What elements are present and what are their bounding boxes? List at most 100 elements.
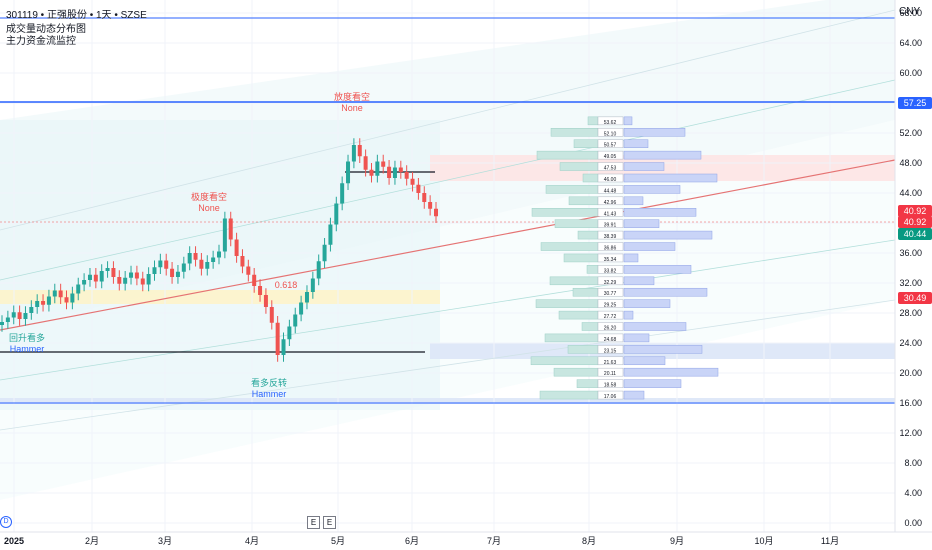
profile-bar-left [531, 208, 599, 217]
y-tick-label: 64.00 [899, 38, 922, 48]
profile-price-cell [597, 265, 624, 274]
profile-bar-left [539, 390, 599, 400]
x-tick-label: 2025 [4, 536, 24, 546]
profile-bar-right [623, 253, 639, 263]
candle-body [0, 322, 4, 325]
x-axis: 2025 2月 3月 4月 5月 6月 7月 8月 9月 10月 11月 [0, 531, 932, 546]
profile-bar-right [623, 208, 697, 217]
candle-body [87, 274, 92, 280]
candle-body [11, 312, 16, 318]
profile-bar-right [623, 230, 713, 240]
profile-bar-right [623, 162, 665, 171]
profile-price-label: 18.58 [604, 383, 617, 389]
profile-price-label: 35.34 [604, 257, 617, 263]
profile-price-label: 52.10 [604, 131, 617, 137]
candle-body [398, 167, 403, 172]
profile-price-cell [597, 208, 624, 217]
y-tick-label: 20.00 [899, 368, 922, 378]
candle-body [293, 314, 298, 327]
candle-body [322, 244, 327, 262]
candle-body [275, 322, 280, 355]
profile-bar-right [623, 299, 671, 308]
profile-price-label: 29.25 [604, 303, 617, 309]
candle-body [422, 193, 427, 202]
profile-bar-right [623, 390, 645, 400]
candle-body [5, 317, 10, 322]
profile-bar-left [540, 242, 599, 251]
y-tick-label: 48.00 [899, 158, 922, 168]
signal-label: 0.618 [275, 280, 298, 290]
candle-body [434, 208, 438, 217]
candle-body [105, 268, 110, 271]
candle-body [23, 313, 28, 319]
earnings-icon[interactable]: E [323, 516, 336, 529]
candle-body [228, 218, 233, 240]
profile-price-label: 33.82 [604, 268, 617, 274]
profile-price-label: 39.91 [604, 223, 617, 229]
currency-label[interactable]: CNY [899, 6, 921, 17]
candle-body [93, 274, 98, 282]
profile-price-label: 47.53 [604, 166, 617, 172]
profile-bar-left [568, 196, 599, 206]
candle-body [111, 268, 116, 277]
earnings-icon[interactable]: E [307, 516, 320, 529]
channel-line [0, 79, 896, 281]
price-tag: 40.92 [898, 205, 932, 217]
candle-body [304, 292, 309, 303]
candle-body [199, 259, 204, 269]
candle-body [76, 284, 81, 294]
profile-bar-left [582, 173, 599, 183]
profile-bar-left [550, 128, 599, 137]
x-tick-label: 2月 [85, 536, 99, 546]
symbol-title[interactable]: 301119 • 正强股份 • 1天 • SZSE [6, 10, 147, 21]
candle-body [252, 274, 257, 286]
profile-bar-left [544, 333, 599, 343]
profile-price-cell [597, 367, 624, 377]
candle-body [46, 296, 51, 305]
y-tick-label: 8.00 [904, 458, 922, 468]
candle-body [263, 295, 268, 307]
profile-bar-left [586, 265, 599, 274]
candle-body [193, 253, 198, 260]
volume-profile: 53.62 52.10 50.57 49.05 47.53 46.00 44.48 42.96… [530, 116, 719, 400]
candle-body [187, 253, 192, 264]
profile-bar-right [623, 310, 634, 320]
profile-price-label: 17.06 [604, 394, 617, 400]
profile-price-label: 50.57 [604, 143, 617, 149]
indicator-volume-profile[interactable]: 成交量动态分布图 [6, 24, 86, 35]
candle-body [52, 290, 57, 297]
x-tick-label: 10月 [754, 536, 773, 546]
candle-body [387, 166, 392, 178]
dividend-icon[interactable]: D [0, 516, 12, 528]
profile-price-cell [597, 162, 624, 171]
profile-bar-right [623, 196, 644, 206]
profile-price-label: 24.68 [604, 337, 617, 343]
candle-body [146, 274, 151, 285]
profile-price-label: 44.48 [604, 188, 617, 194]
x-tick-label: 9月 [670, 536, 684, 546]
y-tick-label: 52.00 [899, 128, 922, 138]
indicator-money-flow[interactable]: 主力资金流监控 [6, 36, 76, 47]
profile-bar-right [623, 322, 687, 331]
candle-body [129, 272, 134, 278]
y-tick-label: 60.00 [899, 68, 922, 78]
y-tick-label: 0.00 [904, 518, 922, 528]
price-tag: 40.44 [898, 228, 932, 240]
profile-price-label: 23.15 [604, 348, 617, 354]
profile-price-cell [597, 356, 624, 366]
profile-price-label: 53.62 [604, 120, 617, 126]
annotations: 放度看空None极度看空None回升看多Hammer看多反转Hammer0.61… [9, 91, 370, 399]
candle-body [164, 260, 169, 269]
profile-price-cell [597, 276, 624, 286]
profile-price-label: 49.05 [604, 154, 617, 160]
candle-body [357, 145, 362, 157]
profile-price-cell [597, 150, 624, 160]
profile-price-cell [597, 333, 624, 343]
candle-body [41, 301, 46, 305]
y-tick-label: 16.00 [899, 398, 922, 408]
candle-body [35, 301, 40, 307]
profile-bar-right [623, 345, 703, 354]
profile-price-cell [597, 219, 624, 228]
candle-body [58, 290, 63, 298]
